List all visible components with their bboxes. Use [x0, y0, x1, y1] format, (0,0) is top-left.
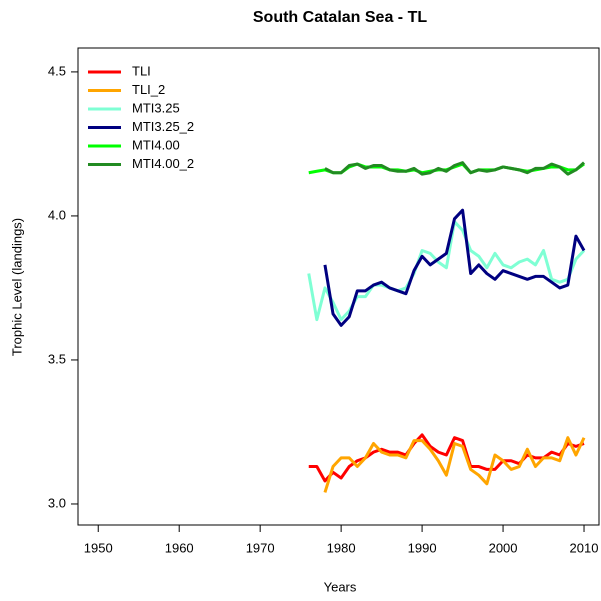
x-tick-label: 1950 — [84, 540, 113, 555]
chart-title: South Catalan Sea - TL — [253, 9, 427, 26]
y-tick-label: 4.0 — [48, 207, 66, 222]
x-tick-label: 1990 — [408, 540, 437, 555]
series-line — [323, 436, 586, 493]
y-tick-label: 3.0 — [48, 495, 66, 510]
x-tick-label: 2010 — [570, 540, 599, 555]
plot-frame — [77, 47, 600, 526]
series-line — [324, 161, 586, 176]
x-axis-label: Years — [324, 579, 357, 594]
y-axis-label: Trophic Level (landings) — [9, 218, 24, 356]
x-tick-label: 1970 — [246, 540, 275, 555]
legend-label: MTI3.25 — [132, 100, 180, 115]
x-tick-label: 2000 — [489, 540, 518, 555]
y-tick-label: 4.5 — [48, 63, 66, 78]
legend-label: MTI4.00_2 — [132, 156, 194, 171]
x-tick-label: 1980 — [327, 540, 356, 555]
legend-label: TLI — [132, 63, 151, 78]
y-tick-label: 3.5 — [48, 351, 66, 366]
legend-label: MTI4.00 — [132, 137, 180, 152]
legend-label: TLI_2 — [132, 82, 165, 97]
x-tick-label: 1960 — [165, 540, 194, 555]
series-line — [323, 208, 586, 327]
series-line — [307, 220, 586, 322]
legend-label: MTI3.25_2 — [132, 119, 194, 134]
